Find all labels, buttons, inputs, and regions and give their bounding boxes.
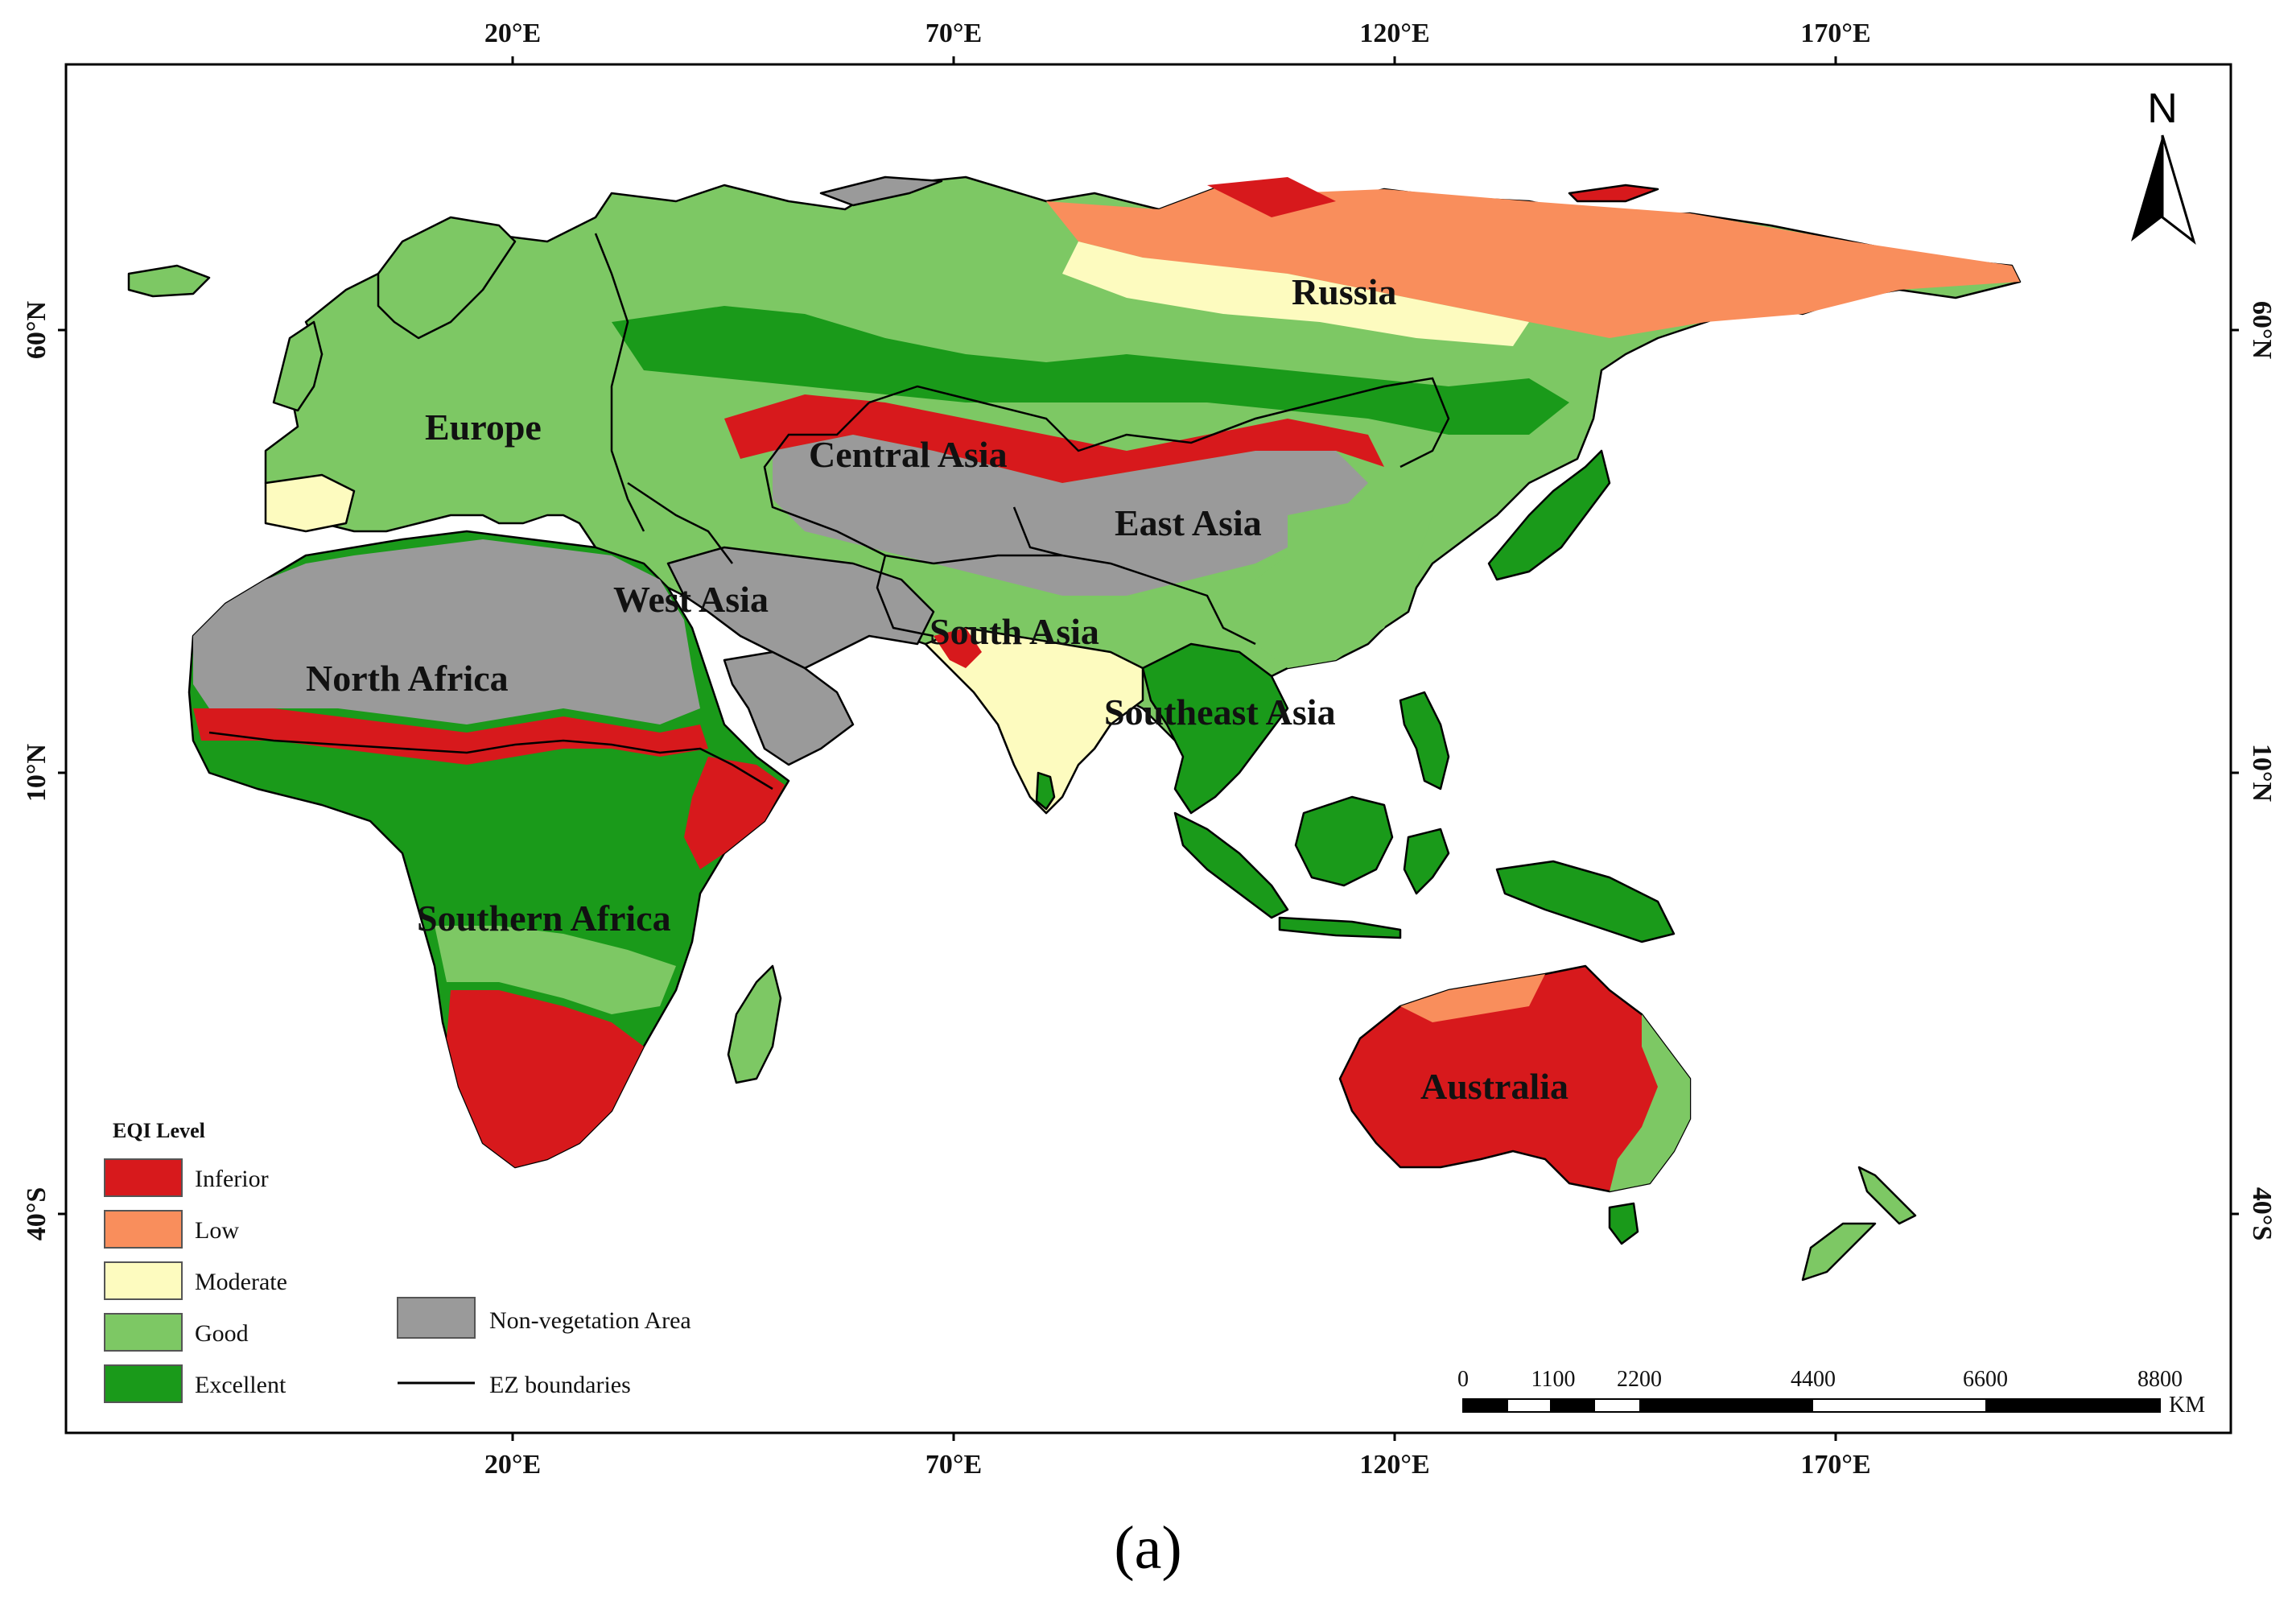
region-label-southern-africa: Southern Africa: [417, 898, 671, 939]
japan-landmass: [1487, 449, 1611, 581]
region-label-central-asia: Central Asia: [809, 434, 1008, 475]
southeast-asia-landmass: [1141, 642, 1289, 815]
new-guinea-landmass: [1495, 860, 1676, 943]
top-tick-70e: 70°E: [925, 19, 982, 48]
right-tick-60n: 60°N: [2247, 301, 2277, 360]
ez-boundaries: [208, 233, 1450, 790]
left-tick-10n: 10°N: [22, 743, 52, 802]
bottom-tick-70e: 70°E: [925, 1450, 982, 1480]
java-landmass: [1278, 916, 1402, 939]
region-label-north-africa: North Africa: [306, 658, 509, 699]
right-tick-40s: 40°S: [2247, 1187, 2277, 1241]
scale-bar: 0 1100 2200 4400 6600 8800 KM: [1457, 1367, 2205, 1418]
legend-label-non-vegetation: Non-vegetation Area: [489, 1307, 691, 1334]
madagascar-landmass: [727, 964, 782, 1084]
central-asia-red: [724, 394, 1384, 483]
legend-label-low: Low: [195, 1217, 239, 1244]
sumatra-landmass: [1173, 811, 1289, 919]
legend-label-boundary: EZ boundaries: [489, 1372, 631, 1398]
scale-unit: KM: [2169, 1393, 2205, 1418]
bottom-tick-120e: 120°E: [1359, 1450, 1429, 1480]
sahel-red-band: [193, 708, 708, 765]
scale-tick-0: 0: [1457, 1367, 1469, 1392]
southern-africa-red: [447, 990, 644, 1167]
south-asia-landmass: [924, 626, 1144, 815]
region-label-russia: Russia: [1292, 271, 1396, 312]
bottom-tick-20e: 20°E: [484, 1450, 541, 1480]
top-tick-170e: 170°E: [1800, 19, 1870, 48]
west-asia-desert: [666, 546, 935, 670]
figure-caption: (a): [1114, 1514, 1182, 1582]
russia-north-band: [1046, 185, 2020, 338]
iberia-landmass: [264, 473, 356, 533]
north-arrow-label: N: [2147, 85, 2178, 132]
legend-swatch-excellent: [104, 1364, 183, 1403]
arctic-island-east: [1568, 184, 1659, 203]
australia-east-green: [1610, 1014, 1690, 1191]
scale-tick-6600: 6600: [1963, 1367, 2008, 1392]
legend-swatch-good: [104, 1313, 183, 1352]
new-zealand-landmass: [1801, 1166, 1917, 1282]
region-label-west-asia: West Asia: [613, 579, 769, 620]
scandinavia-landmass: [377, 216, 517, 340]
south-asia-red: [934, 628, 982, 668]
east-china-landmass: [1239, 499, 1432, 668]
right-tick-10n: 10°N: [2247, 744, 2277, 803]
borneo-landmass: [1294, 795, 1394, 887]
philippines-landmass: [1399, 691, 1450, 790]
region-label-south-asia: South Asia: [930, 611, 1099, 652]
legend-label-good: Good: [195, 1320, 249, 1347]
russia-red-patch: [1207, 177, 1336, 217]
region-label-southeast-asia: Southeast Asia: [1104, 691, 1336, 733]
legend-label-excellent: Excellent: [195, 1372, 286, 1398]
southern-africa-good: [435, 926, 676, 1014]
north-arrow-icon: N: [2131, 85, 2196, 246]
australia-orange-ring: [1400, 974, 1545, 1022]
sulawesi-landmass: [1403, 828, 1450, 895]
frame-ticks: [58, 56, 2239, 1441]
sahara-desert: [193, 539, 700, 724]
land-layer: [127, 175, 2022, 1282]
arabian-peninsula: [723, 650, 855, 766]
scale-tick-1100: 1100: [1531, 1367, 1576, 1392]
central-asia-desert: [773, 435, 1368, 596]
uk-landmass: [272, 320, 324, 412]
region-label-europe: Europe: [425, 407, 542, 448]
tasmania-landmass: [1608, 1202, 1639, 1245]
bottom-tick-170e: 170°E: [1800, 1450, 1870, 1480]
horn-africa-red: [684, 757, 785, 869]
legend-swatch-moderate: [104, 1261, 183, 1300]
left-tick-60n: 60°N: [22, 300, 52, 359]
scale-tick-2200: 2200: [1617, 1367, 1662, 1392]
legend: EQI Level Inferior Low Moderate Good Exc…: [104, 1119, 691, 1403]
legend-title: EQI Level: [113, 1119, 205, 1142]
legend-swatch-low: [104, 1210, 183, 1249]
region-label-east-asia: East Asia: [1115, 502, 1262, 543]
russia-moderate-band: [1062, 241, 1529, 346]
legend-label-inferior: Inferior: [195, 1166, 269, 1192]
sri-lanka-landmass: [1035, 771, 1056, 811]
iceland-landmass: [127, 264, 211, 298]
scale-tick-8800: 8800: [2137, 1367, 2183, 1392]
legend-swatch-non-vegetation: [397, 1297, 476, 1339]
top-tick-120e: 120°E: [1359, 19, 1429, 48]
scale-tick-4400: 4400: [1791, 1367, 1836, 1392]
legend-label-moderate: Moderate: [195, 1269, 287, 1295]
siberia-forest-band: [612, 306, 1569, 435]
left-tick-40s: 40°S: [22, 1187, 52, 1241]
top-tick-20e: 20°E: [484, 19, 541, 48]
region-label-australia: Australia: [1420, 1066, 1568, 1107]
legend-swatch-inferior: [104, 1158, 183, 1197]
novaya-zemlya: [819, 175, 943, 207]
